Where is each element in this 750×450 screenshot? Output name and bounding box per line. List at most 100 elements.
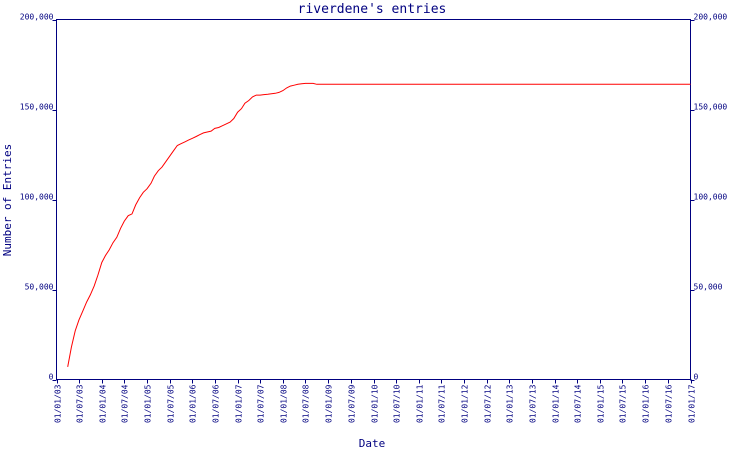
data-point — [553, 83, 556, 86]
data-point — [304, 82, 307, 85]
data-point — [131, 212, 134, 215]
y-tick-label-right: 200,000 — [694, 13, 728, 22]
x-tick-label: 01/01/15 — [597, 384, 606, 423]
x-tick-label: 01/07/12 — [484, 384, 493, 423]
data-point — [689, 83, 692, 86]
x-tick-label: 01/01/13 — [506, 384, 515, 423]
data-point — [225, 122, 228, 125]
data-point — [96, 274, 99, 277]
data-point — [146, 187, 149, 190]
x-tick-label: 01/07/15 — [619, 384, 628, 423]
x-tick-label: 01/01/04 — [99, 384, 108, 423]
data-point — [217, 126, 220, 129]
series-line — [67, 82, 691, 367]
data-point — [66, 365, 69, 368]
data-point — [153, 175, 156, 178]
data-point — [176, 144, 179, 147]
x-tick-label: 01/01/08 — [280, 384, 289, 423]
data-point — [150, 182, 153, 185]
x-tick-label: 01/01/09 — [325, 384, 334, 423]
data-point — [100, 261, 103, 264]
plot-frame — [56, 19, 691, 380]
x-tick-label: 01/07/05 — [167, 384, 176, 423]
data-point — [183, 140, 186, 143]
x-tick-label: 01/01/06 — [189, 384, 198, 423]
data-point — [127, 214, 130, 217]
data-point — [77, 319, 80, 322]
data-point — [206, 131, 209, 134]
data-point — [274, 92, 277, 95]
data-point — [266, 93, 269, 96]
x-tick-label: 01/01/14 — [552, 384, 561, 423]
x-axis: 01/01/03 01/07/03 01/01/04 01/07/04 01/01/05… — [54, 379, 697, 423]
data-point — [293, 84, 296, 87]
data-point — [255, 94, 258, 97]
x-tick-label: 01/01/07 — [235, 384, 244, 423]
x-axis-label: Date — [359, 437, 386, 450]
data-point — [93, 284, 96, 287]
data-point — [198, 133, 201, 136]
data-point — [270, 92, 273, 95]
x-tick-label: 01/07/03 — [76, 384, 85, 423]
y-tick-label-right: 100,000 — [694, 193, 728, 202]
data-point — [463, 83, 466, 86]
data-point — [262, 93, 265, 96]
x-tick-label: 01/01/05 — [144, 384, 153, 423]
y-tick-label-left: 0 — [49, 373, 54, 382]
x-tick-label: 01/01/11 — [416, 384, 425, 423]
data-point — [191, 137, 194, 140]
data-point — [187, 139, 190, 142]
data-point — [300, 82, 303, 85]
data-point — [104, 254, 107, 257]
data-point — [210, 130, 213, 133]
data-point — [168, 155, 171, 158]
y-tick-label-left: 200,000 — [20, 13, 54, 22]
data-point — [213, 127, 216, 130]
y-tick-label-left: 100,000 — [20, 193, 54, 202]
data-point — [85, 301, 88, 304]
data-point — [285, 86, 288, 89]
x-tick-label: 01/07/14 — [574, 384, 583, 423]
data-point — [134, 203, 137, 206]
x-tick-label: 01/07/04 — [121, 384, 130, 423]
data-point — [221, 124, 224, 127]
data-point — [70, 346, 73, 349]
data-point — [240, 107, 243, 110]
data-point — [195, 135, 198, 138]
data-point — [289, 85, 292, 88]
y-tick-label-right: 150,000 — [694, 103, 728, 112]
data-point — [142, 191, 145, 194]
data-point — [372, 83, 375, 86]
x-tick-label: 01/07/13 — [529, 384, 538, 423]
data-point — [229, 121, 232, 124]
data-point — [74, 329, 77, 332]
data-point — [161, 166, 164, 169]
y-tick-label-right: 50,000 — [694, 283, 723, 292]
data-point — [112, 241, 115, 244]
data-point — [202, 131, 205, 134]
data-point — [89, 293, 92, 296]
data-point — [123, 220, 126, 223]
data-point — [172, 149, 175, 152]
data-point — [232, 117, 235, 120]
data-point — [164, 160, 167, 163]
x-tick-label: 01/01/10 — [371, 384, 380, 423]
data-point — [108, 248, 111, 251]
x-tick-label: 01/01/03 — [54, 384, 63, 423]
data-point — [259, 94, 262, 97]
data-point — [312, 82, 315, 85]
x-tick-label: 01/07/16 — [665, 384, 674, 423]
data-point — [81, 310, 84, 313]
y-tick-label-right: 0 — [694, 373, 699, 382]
x-tick-label: 01/07/06 — [212, 384, 221, 423]
y-axis-label: Number of Entries — [1, 144, 14, 257]
y-axis-left: 0 50,000 100,000 150,000 200,000 — [20, 13, 57, 382]
data-point — [115, 236, 118, 239]
data-point — [138, 196, 141, 199]
x-tick-label: 01/07/09 — [348, 384, 357, 423]
x-tick-label: 01/01/16 — [642, 384, 651, 423]
data-point — [315, 83, 318, 86]
data-point — [296, 83, 299, 86]
data-point — [247, 99, 250, 102]
